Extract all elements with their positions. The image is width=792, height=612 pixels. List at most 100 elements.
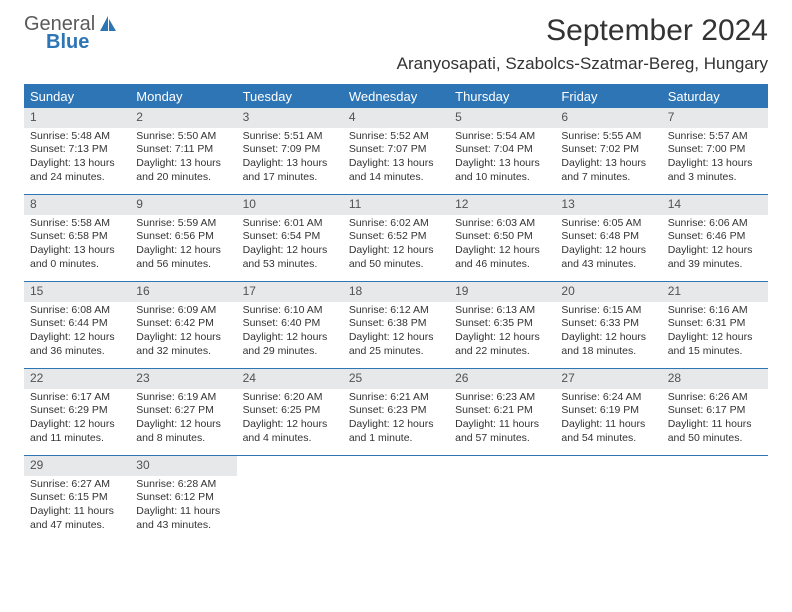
day-line-sr: Sunrise: 5:59 AM (136, 217, 230, 231)
calendar-day-cell: 19Sunrise: 6:13 AMSunset: 6:35 PMDayligh… (449, 282, 555, 368)
weekday-header-row: SundayMondayTuesdayWednesdayThursdayFrid… (24, 85, 768, 108)
calendar-day-cell: 25Sunrise: 6:21 AMSunset: 6:23 PMDayligh… (343, 369, 449, 455)
day-line-d1: Daylight: 13 hours (30, 157, 124, 171)
calendar-week-row: 22Sunrise: 6:17 AMSunset: 6:29 PMDayligh… (24, 369, 768, 456)
day-line-sr: Sunrise: 6:26 AM (668, 391, 762, 405)
day-line-d2: and 56 minutes. (136, 258, 230, 272)
weekday-header-cell: Wednesday (343, 85, 449, 108)
day-number: 3 (237, 108, 343, 128)
day-number: 20 (555, 282, 661, 302)
weekday-header-cell: Tuesday (237, 85, 343, 108)
day-line-d1: Daylight: 12 hours (561, 331, 655, 345)
day-number: 30 (130, 456, 236, 476)
day-body: Sunrise: 5:50 AMSunset: 7:11 PMDaylight:… (130, 130, 236, 189)
day-line-ss: Sunset: 6:27 PM (136, 404, 230, 418)
day-body: Sunrise: 6:12 AMSunset: 6:38 PMDaylight:… (343, 304, 449, 363)
day-line-sr: Sunrise: 6:01 AM (243, 217, 337, 231)
weekday-header-cell: Saturday (662, 85, 768, 108)
day-number: 14 (662, 195, 768, 215)
weekday-header-cell: Thursday (449, 85, 555, 108)
day-line-d2: and 29 minutes. (243, 345, 337, 359)
day-number: 6 (555, 108, 661, 128)
day-line-ss: Sunset: 6:25 PM (243, 404, 337, 418)
day-line-d2: and 43 minutes. (136, 519, 230, 533)
day-line-d1: Daylight: 12 hours (243, 331, 337, 345)
day-line-d1: Daylight: 12 hours (243, 244, 337, 258)
day-body: Sunrise: 6:13 AMSunset: 6:35 PMDaylight:… (449, 304, 555, 363)
day-line-sr: Sunrise: 5:50 AM (136, 130, 230, 144)
calendar-day-cell: 27Sunrise: 6:24 AMSunset: 6:19 PMDayligh… (555, 369, 661, 455)
calendar-day-cell: 14Sunrise: 6:06 AMSunset: 6:46 PMDayligh… (662, 195, 768, 281)
day-number: 22 (24, 369, 130, 389)
day-line-d2: and 8 minutes. (136, 432, 230, 446)
day-body: Sunrise: 6:19 AMSunset: 6:27 PMDaylight:… (130, 391, 236, 450)
day-line-d1: Daylight: 11 hours (668, 418, 762, 432)
day-line-ss: Sunset: 7:00 PM (668, 143, 762, 157)
day-line-sr: Sunrise: 5:55 AM (561, 130, 655, 144)
day-line-sr: Sunrise: 5:51 AM (243, 130, 337, 144)
day-number: 13 (555, 195, 661, 215)
day-line-ss: Sunset: 6:38 PM (349, 317, 443, 331)
day-line-d1: Daylight: 12 hours (243, 418, 337, 432)
day-line-ss: Sunset: 6:31 PM (668, 317, 762, 331)
day-line-ss: Sunset: 7:07 PM (349, 143, 443, 157)
day-number: 28 (662, 369, 768, 389)
day-line-sr: Sunrise: 6:21 AM (349, 391, 443, 405)
day-body: Sunrise: 6:24 AMSunset: 6:19 PMDaylight:… (555, 391, 661, 450)
day-line-sr: Sunrise: 6:27 AM (30, 478, 124, 492)
day-line-d2: and 4 minutes. (243, 432, 337, 446)
day-line-d1: Daylight: 12 hours (30, 331, 124, 345)
day-line-d1: Daylight: 11 hours (455, 418, 549, 432)
day-number: 10 (237, 195, 343, 215)
calendar-day-cell: 23Sunrise: 6:19 AMSunset: 6:27 PMDayligh… (130, 369, 236, 455)
day-line-d1: Daylight: 12 hours (349, 244, 443, 258)
day-body: Sunrise: 5:52 AMSunset: 7:07 PMDaylight:… (343, 130, 449, 189)
calendar-day-cell: 15Sunrise: 6:08 AMSunset: 6:44 PMDayligh… (24, 282, 130, 368)
day-number: 1 (24, 108, 130, 128)
day-line-ss: Sunset: 7:02 PM (561, 143, 655, 157)
day-line-sr: Sunrise: 6:10 AM (243, 304, 337, 318)
month-title: September 2024 (397, 14, 768, 48)
calendar-day-cell: 16Sunrise: 6:09 AMSunset: 6:42 PMDayligh… (130, 282, 236, 368)
day-line-ss: Sunset: 6:33 PM (561, 317, 655, 331)
day-line-ss: Sunset: 6:50 PM (455, 230, 549, 244)
calendar-week-row: 15Sunrise: 6:08 AMSunset: 6:44 PMDayligh… (24, 282, 768, 369)
day-line-sr: Sunrise: 5:57 AM (668, 130, 762, 144)
calendar-week-row: 29Sunrise: 6:27 AMSunset: 6:15 PMDayligh… (24, 456, 768, 542)
day-line-ss: Sunset: 7:04 PM (455, 143, 549, 157)
day-body: Sunrise: 6:27 AMSunset: 6:15 PMDaylight:… (24, 478, 130, 537)
day-line-ss: Sunset: 6:35 PM (455, 317, 549, 331)
day-line-d2: and 7 minutes. (561, 171, 655, 185)
day-line-ss: Sunset: 6:40 PM (243, 317, 337, 331)
day-line-d1: Daylight: 11 hours (136, 505, 230, 519)
day-line-d1: Daylight: 13 hours (136, 157, 230, 171)
day-line-d2: and 36 minutes. (30, 345, 124, 359)
calendar-day-cell: 13Sunrise: 6:05 AMSunset: 6:48 PMDayligh… (555, 195, 661, 281)
calendar-day-cell: 8Sunrise: 5:58 AMSunset: 6:58 PMDaylight… (24, 195, 130, 281)
day-line-d2: and 57 minutes. (455, 432, 549, 446)
calendar-day-cell: . (237, 456, 343, 542)
day-body: Sunrise: 5:57 AMSunset: 7:00 PMDaylight:… (662, 130, 768, 189)
day-number: 29 (24, 456, 130, 476)
day-line-d1: Daylight: 13 hours (349, 157, 443, 171)
day-line-sr: Sunrise: 6:19 AM (136, 391, 230, 405)
weekday-header-cell: Friday (555, 85, 661, 108)
day-line-d1: Daylight: 11 hours (30, 505, 124, 519)
day-line-d1: Daylight: 12 hours (136, 331, 230, 345)
calendar-day-cell: . (343, 456, 449, 542)
day-line-sr: Sunrise: 5:58 AM (30, 217, 124, 231)
day-body: Sunrise: 5:54 AMSunset: 7:04 PMDaylight:… (449, 130, 555, 189)
day-line-d2: and 18 minutes. (561, 345, 655, 359)
day-body: Sunrise: 6:23 AMSunset: 6:21 PMDaylight:… (449, 391, 555, 450)
day-line-d2: and 43 minutes. (561, 258, 655, 272)
day-line-d1: Daylight: 13 hours (30, 244, 124, 258)
calendar-day-cell: 30Sunrise: 6:28 AMSunset: 6:12 PMDayligh… (130, 456, 236, 542)
weekday-header-cell: Sunday (24, 85, 130, 108)
calendar-day-cell: 26Sunrise: 6:23 AMSunset: 6:21 PMDayligh… (449, 369, 555, 455)
day-line-d2: and 14 minutes. (349, 171, 443, 185)
day-line-d1: Daylight: 12 hours (668, 244, 762, 258)
location-subtitle: Aranyosapati, Szabolcs-Szatmar-Bereg, Hu… (397, 54, 768, 74)
day-line-d2: and 54 minutes. (561, 432, 655, 446)
day-line-ss: Sunset: 6:17 PM (668, 404, 762, 418)
day-line-d2: and 20 minutes. (136, 171, 230, 185)
